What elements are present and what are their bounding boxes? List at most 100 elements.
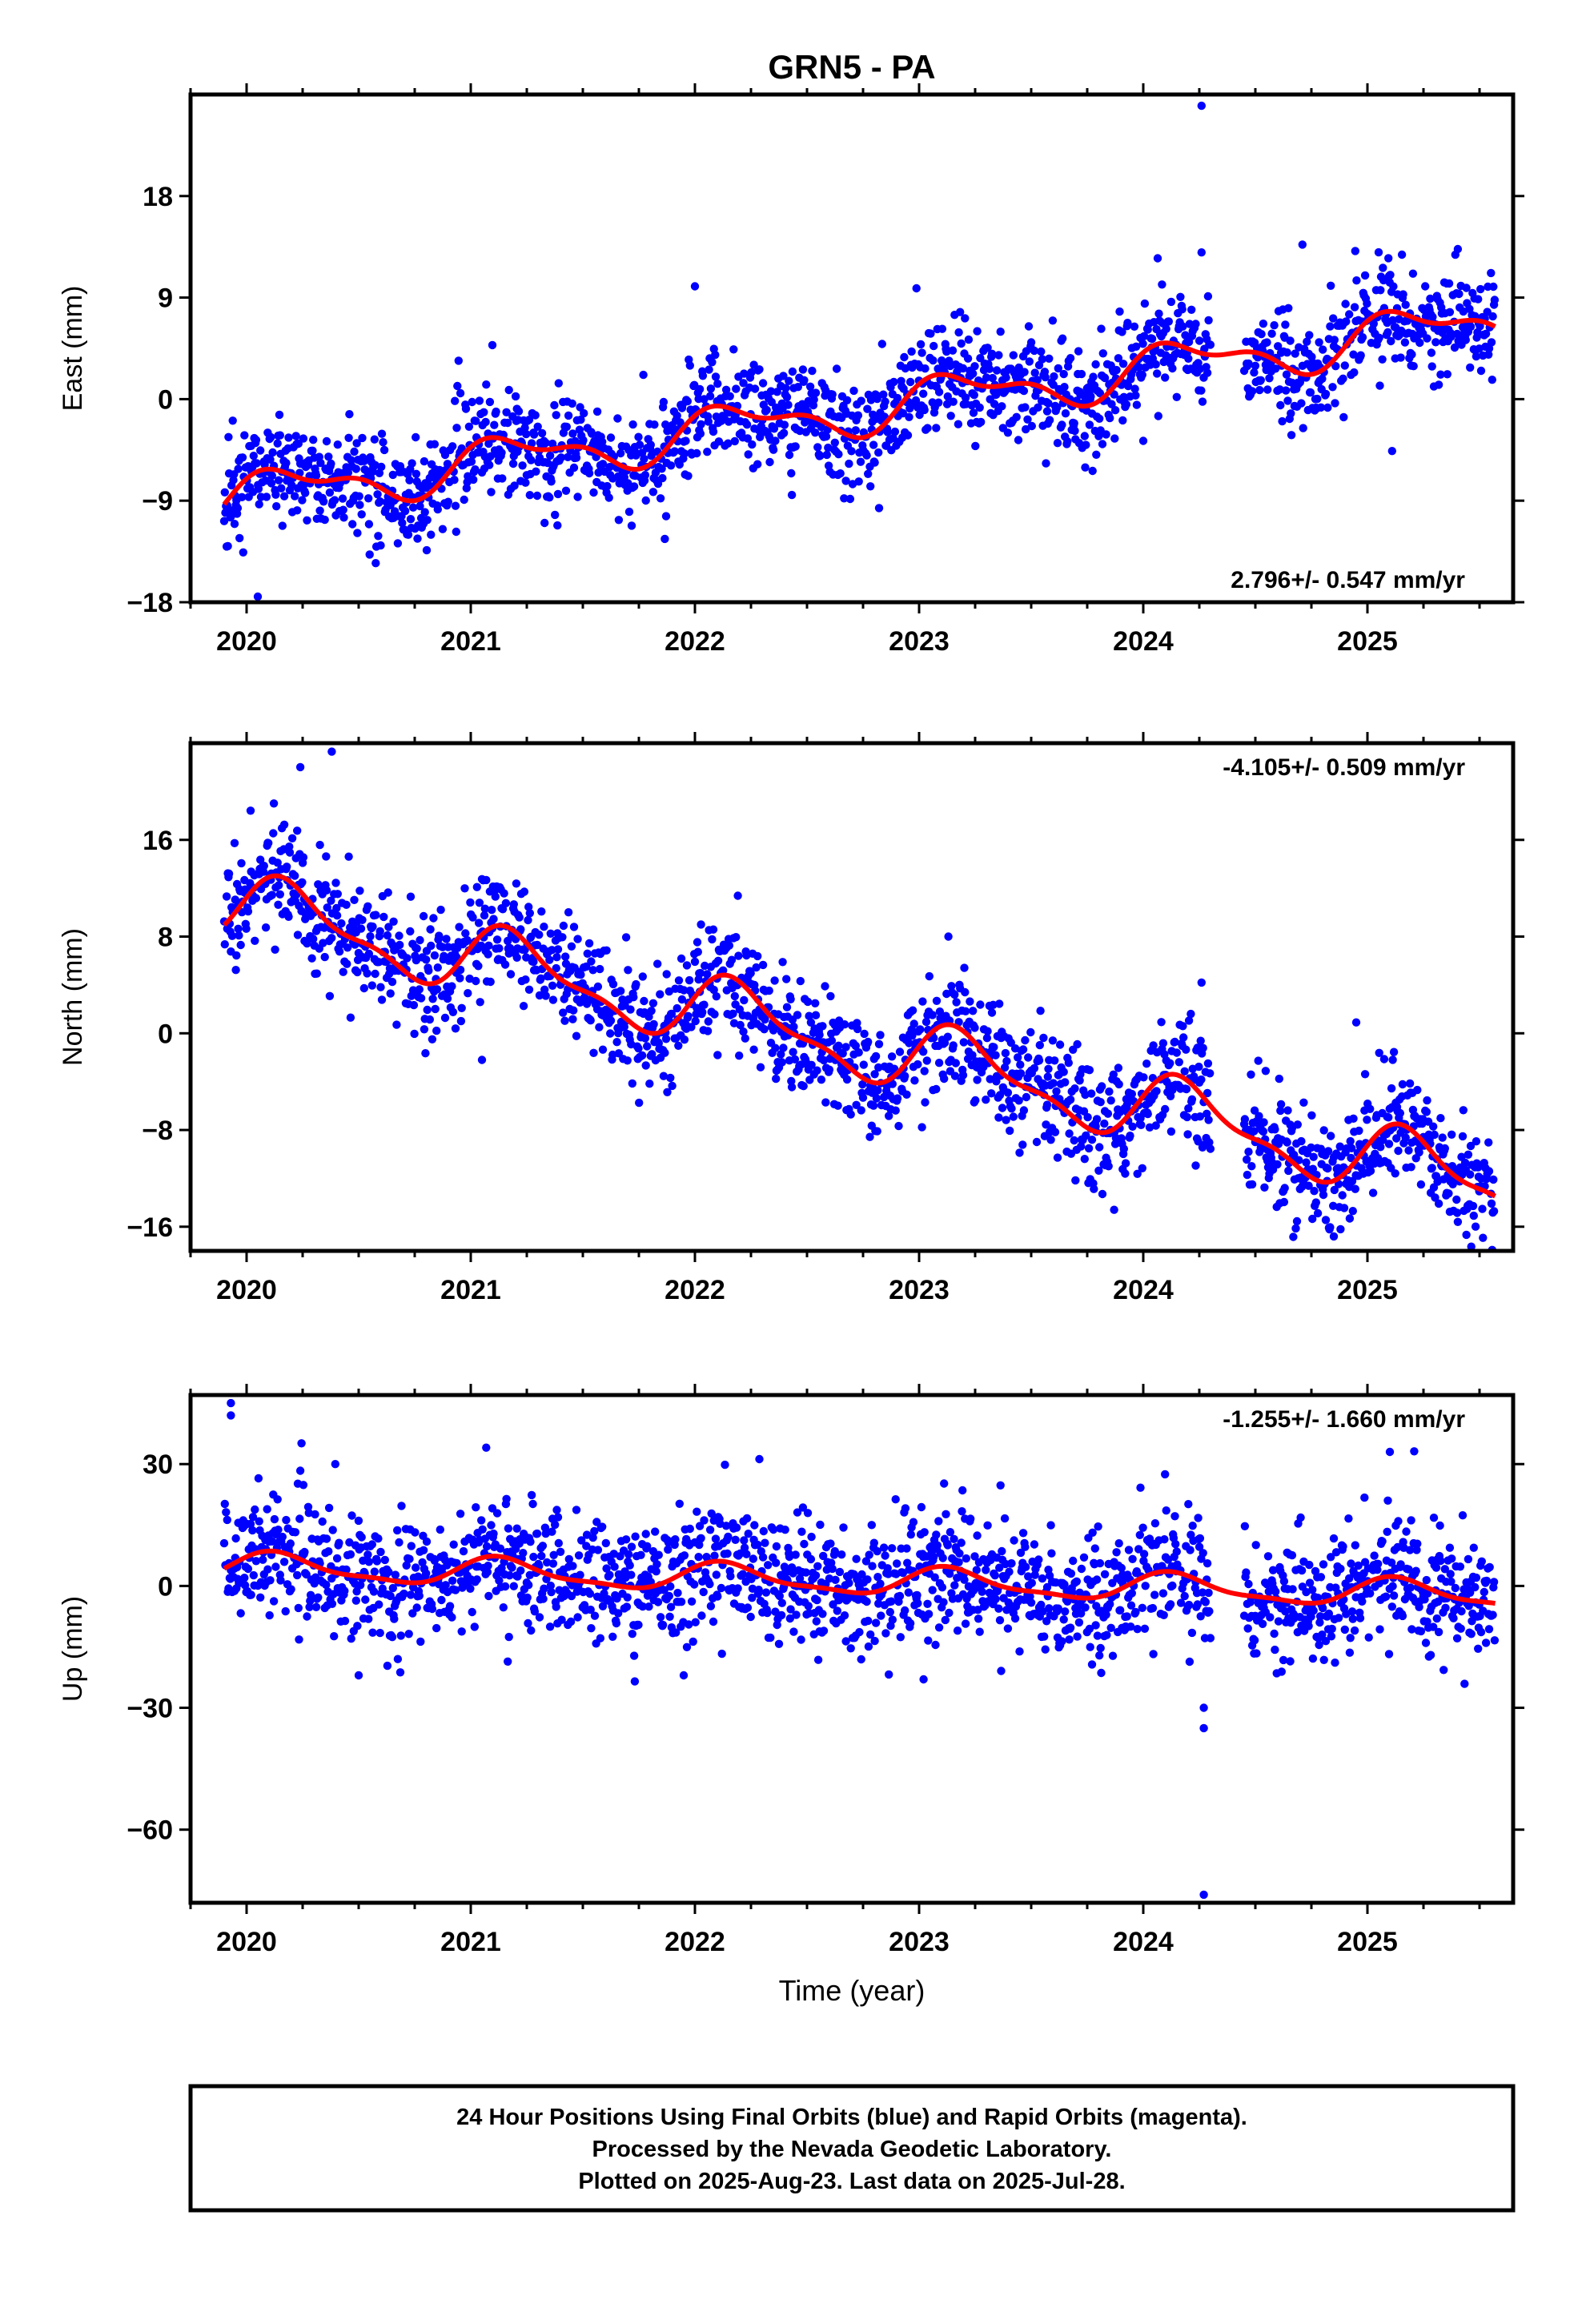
- data-point: [789, 1022, 798, 1031]
- data-point: [1198, 397, 1207, 406]
- data-point: [1311, 1198, 1321, 1207]
- data-point: [536, 974, 545, 983]
- data-point: [1450, 343, 1460, 352]
- data-point: [574, 1551, 584, 1560]
- data-point: [1084, 1144, 1094, 1153]
- data-point: [1066, 354, 1075, 363]
- data-point: [975, 403, 984, 412]
- data-point: [1139, 332, 1149, 340]
- data-point: [1387, 336, 1395, 346]
- data-point: [941, 1615, 950, 1625]
- data-point: [1044, 399, 1053, 408]
- data-point: [1104, 1162, 1113, 1171]
- data-point: [509, 900, 518, 909]
- data-point: [930, 1553, 938, 1562]
- data-point: [1178, 322, 1187, 331]
- data-point: [813, 1595, 821, 1605]
- data-point: [535, 991, 544, 1000]
- data-point: [1140, 299, 1150, 308]
- data-point: [1265, 374, 1274, 383]
- data-point: [746, 969, 755, 978]
- data-point: [373, 490, 382, 499]
- data-point: [997, 1667, 1006, 1675]
- data-point: [1452, 1195, 1461, 1204]
- data-point: [1206, 1144, 1215, 1153]
- data-point: [1190, 1072, 1199, 1081]
- data-point: [1376, 286, 1385, 295]
- outlier-point: [1351, 1018, 1361, 1027]
- data-point: [1007, 1104, 1016, 1113]
- x-tick-label: 2023: [889, 1275, 950, 1305]
- data-point: [511, 392, 520, 401]
- data-point: [368, 922, 377, 931]
- data-point: [419, 911, 428, 921]
- data-point: [316, 458, 325, 468]
- data-point: [1299, 1098, 1308, 1108]
- data-point: [1360, 271, 1370, 280]
- data-point: [596, 1634, 605, 1642]
- data-point: [532, 940, 542, 950]
- data-point: [661, 1048, 669, 1057]
- data-point: [950, 1581, 959, 1590]
- data-point: [885, 1112, 893, 1120]
- data-point: [1416, 1180, 1426, 1189]
- data-point: [425, 1015, 434, 1024]
- data-point: [235, 931, 243, 940]
- data-point: [422, 1537, 432, 1546]
- data-point: [383, 931, 392, 940]
- data-point: [582, 999, 592, 1008]
- data-point: [340, 1616, 350, 1626]
- data-point: [1065, 1129, 1074, 1138]
- data-point: [1279, 1197, 1289, 1207]
- data-point: [1000, 1514, 1010, 1523]
- data-point: [1196, 1036, 1205, 1045]
- data-point: [637, 1051, 647, 1060]
- data-point: [920, 405, 929, 415]
- data-point: [451, 501, 460, 510]
- data-point: [344, 852, 353, 861]
- data-point: [343, 943, 352, 952]
- data-point: [840, 1020, 849, 1029]
- data-point: [404, 530, 413, 539]
- outlier-point: [1197, 248, 1207, 257]
- data-point: [677, 995, 687, 1004]
- data-point: [629, 482, 639, 491]
- data-point: [807, 1060, 816, 1070]
- data-point: [1278, 416, 1287, 426]
- data-point: [1081, 463, 1090, 472]
- data-point: [231, 1534, 240, 1543]
- data-point: [933, 1541, 942, 1550]
- data-point: [873, 1573, 882, 1582]
- data-point: [1045, 416, 1054, 424]
- data-point: [1118, 328, 1126, 336]
- data-point: [566, 1617, 576, 1626]
- data-point: [564, 1554, 573, 1564]
- data-point: [1379, 263, 1387, 272]
- data-point: [332, 1554, 342, 1563]
- data-point: [793, 1011, 802, 1019]
- data-point: [1077, 1609, 1086, 1618]
- data-point: [934, 388, 944, 396]
- data-point: [1005, 1567, 1014, 1576]
- data-point: [1490, 296, 1500, 304]
- data-point: [415, 1591, 424, 1600]
- data-point: [891, 1106, 900, 1115]
- data-point: [632, 979, 640, 989]
- data-point: [888, 1080, 897, 1088]
- data-point: [1003, 1088, 1013, 1097]
- data-point: [1476, 366, 1486, 376]
- data-point: [627, 1570, 636, 1579]
- data-point: [685, 1524, 694, 1534]
- data-point: [1124, 381, 1133, 391]
- data-point: [847, 447, 856, 456]
- data-point: [791, 1550, 800, 1559]
- data-point: [733, 891, 742, 900]
- data-point: [1018, 1140, 1027, 1149]
- data-point: [994, 351, 1003, 360]
- data-point: [431, 1004, 440, 1014]
- data-point: [887, 1544, 897, 1553]
- data-point: [1323, 1147, 1333, 1156]
- data-point: [785, 450, 794, 460]
- data-point: [1121, 1169, 1130, 1178]
- data-point: [777, 1610, 786, 1620]
